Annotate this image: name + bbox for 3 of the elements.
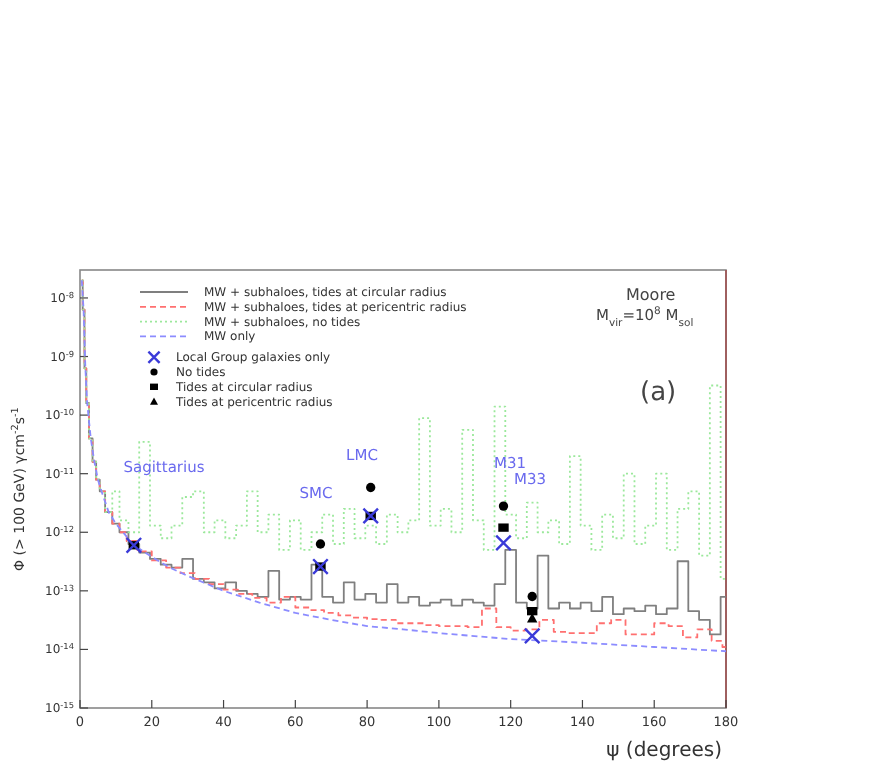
x-axis-title: ψ (degrees): [606, 740, 723, 762]
annotation: Moore: [626, 286, 676, 304]
annotation: (a): [640, 378, 677, 408]
